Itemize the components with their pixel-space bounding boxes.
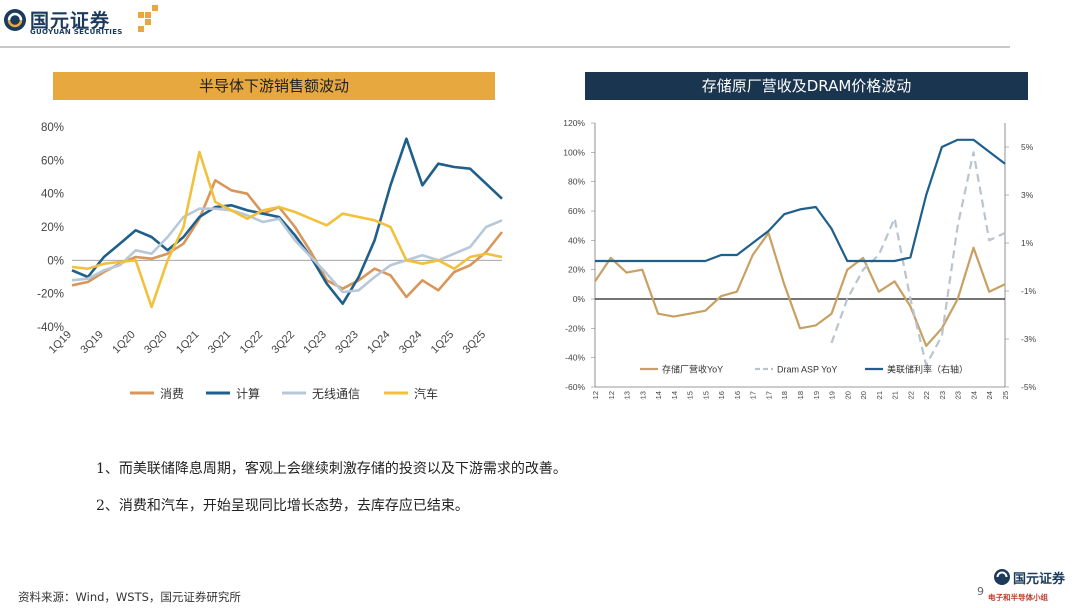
y-tick-label: 40% (568, 235, 585, 245)
y2-tick-label: 1% (1021, 238, 1034, 248)
y-tick-label: 0% (47, 255, 64, 267)
x-tick-label: 1Q22 (922, 391, 931, 400)
x-tick-label: 1Q24 (985, 391, 994, 400)
y-tick-label: 60% (568, 206, 585, 216)
x-tick-label: 1Q15 (686, 391, 695, 400)
right-line-chart: -60% -40% -20% 0% 20% 40% 60% 80% 100% 120% -5% -3%… (563, 118, 1037, 400)
left-line-chart: -40%-20%0%20%40%60%80%1Q19 3Q19 1Q20 3Q20 1Q… (37, 122, 504, 401)
x-tick-label: 1Q17 (749, 391, 758, 400)
source-text: 资料来源：Wind，WSTS，国元证券研究所 (18, 590, 241, 604)
series-line-series (71, 179, 504, 299)
y2-tick-label: -1% (1021, 286, 1037, 296)
x-tick-label: 1Q14 (654, 391, 663, 400)
footer-brand: 国元证券 (1013, 572, 1066, 587)
legend-label: 美联储利率（右轴） (887, 364, 968, 375)
y2-tick-label: -3% (1021, 334, 1037, 344)
y-tick-label: 20% (41, 222, 64, 234)
y-tick-label: -60% (565, 382, 585, 392)
x-tick-label: 3Q19 (78, 329, 106, 357)
series-line-yoy (594, 231, 1006, 347)
x-tick-label: 1Q22 (238, 329, 266, 357)
y-tick-label: 80% (41, 122, 64, 134)
legend-label: 消费 (160, 387, 184, 401)
x-tick-label: 1Q21 (891, 391, 900, 400)
series-line-series (71, 137, 503, 305)
x-tick-label: 1Q20 (843, 391, 852, 400)
right-chart-title: 存储原厂营收及DRAM价格波动 (585, 72, 1028, 100)
y-tick-label: 120% (563, 118, 585, 128)
y-tick-label: -40% (37, 322, 64, 334)
note-2: 2、消费和汽车，开始呈现同比增长态势，去库存应已结束。 (96, 498, 469, 514)
series-line-dram-asp-yoy (830, 151, 1006, 367)
y-tick-label: 80% (568, 177, 585, 187)
y-tick-label: -20% (565, 323, 585, 333)
y-tick-label: -20% (37, 289, 64, 301)
x-tick-label: 3Q22 (270, 329, 298, 357)
series-line-series (595, 138, 1006, 263)
x-tick-label: 3Q23 (333, 329, 361, 357)
logo-text-cn: 国元证券 (30, 10, 111, 32)
x-tick-label: 1Q13 (623, 391, 632, 400)
logo-text-en: GUOYUAN SECURITIES (30, 28, 123, 36)
x-tick-label: 1Q24 (969, 391, 978, 400)
x-tick-label: 3Q25 (461, 329, 489, 357)
x-tick-label: 1Q13 (638, 391, 647, 400)
x-tick-label: 1Q16 (717, 391, 726, 400)
x-tick-label: 1Q22 (906, 391, 915, 400)
x-tick-label: 1Q18 (780, 391, 789, 400)
x-tick-label: 1Q23 (301, 329, 329, 357)
x-tick-label: 1Q16 (733, 391, 742, 400)
legend-label: 计算 (236, 386, 260, 401)
x-tick-label: 1Q19 (812, 391, 821, 400)
x-tick-label: 1Q20 (859, 391, 868, 400)
y2-tick-label: 5% (1021, 142, 1034, 152)
x-tick-label: 3Q21 (206, 329, 234, 357)
y2-tick-label: 3% (1021, 190, 1034, 200)
x-tick-label: 3Q24 (397, 329, 425, 357)
x-tick-label: 1Q14 (670, 391, 679, 400)
y-tick-label: 60% (41, 155, 64, 167)
x-tick-label: 1Q17 (764, 391, 773, 400)
legend-label: Dram ASP YoY (777, 365, 837, 375)
y2-tick-label: -5% (1021, 382, 1037, 392)
x-tick-label: 1Q20 (110, 329, 138, 357)
x-tick-label: 1Q15 (701, 391, 710, 400)
x-tick-label: 3Q25 (1001, 391, 1010, 400)
x-tick-label: 1Q12 (607, 391, 616, 400)
x-tick-label: 1Q23 (938, 391, 947, 400)
legend-label: 存储厂营收YoY (662, 364, 723, 375)
y-tick-label: -40% (565, 353, 585, 363)
footer-logo-icon (994, 569, 1010, 585)
y-tick-label: 0% (573, 294, 586, 304)
y-tick-label: 100% (563, 147, 585, 157)
legend-label: 无线通信 (312, 387, 360, 401)
note-1: 1、而美联储降息周期，客观上会继续刺激存储的投资以及下游需求的改善。 (96, 461, 567, 477)
left-chart-title: 半导体下游销售额波动 (53, 72, 495, 100)
y-tick-label: 40% (41, 189, 64, 201)
legend-label: 汽车 (414, 386, 438, 401)
y-tick-label: 20% (568, 265, 585, 275)
x-tick-label: 1Q24 (365, 329, 393, 357)
x-tick-label: 1Q23 (954, 391, 963, 400)
page-number: 9 (977, 585, 984, 598)
x-tick-label: 1Q21 (875, 391, 884, 400)
x-tick-label: 1Q21 (174, 329, 202, 357)
footer-brand-subtitle: 电子和半导体小组 (988, 593, 1048, 602)
header-divider (0, 46, 1010, 48)
x-tick-label: 3Q20 (142, 329, 170, 357)
series-line-series (71, 207, 503, 294)
x-tick-label: 1Q12 (591, 391, 600, 400)
company-logo (4, 5, 158, 32)
x-tick-label: 1Q25 (429, 329, 457, 357)
x-tick-label: 1Q18 (796, 391, 805, 400)
x-tick-label: 1Q19 (828, 391, 837, 400)
series-line-series (71, 150, 503, 309)
